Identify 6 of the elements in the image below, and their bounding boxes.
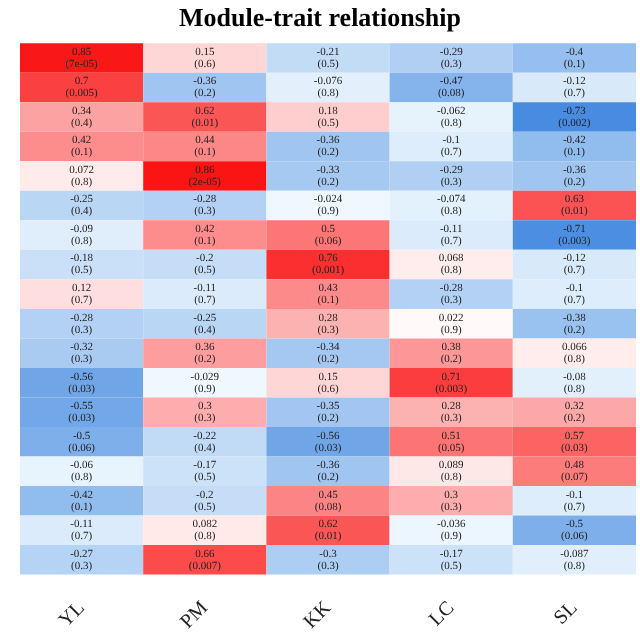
x-tick-label: KK <box>299 596 338 634</box>
x-tick-label: PM <box>176 597 213 634</box>
chart-title: Module-trait relationship <box>179 2 461 33</box>
x-tick-label: LC <box>425 597 460 632</box>
x-tick-label: YL <box>55 597 90 632</box>
x-tick-label: SL <box>550 597 583 630</box>
